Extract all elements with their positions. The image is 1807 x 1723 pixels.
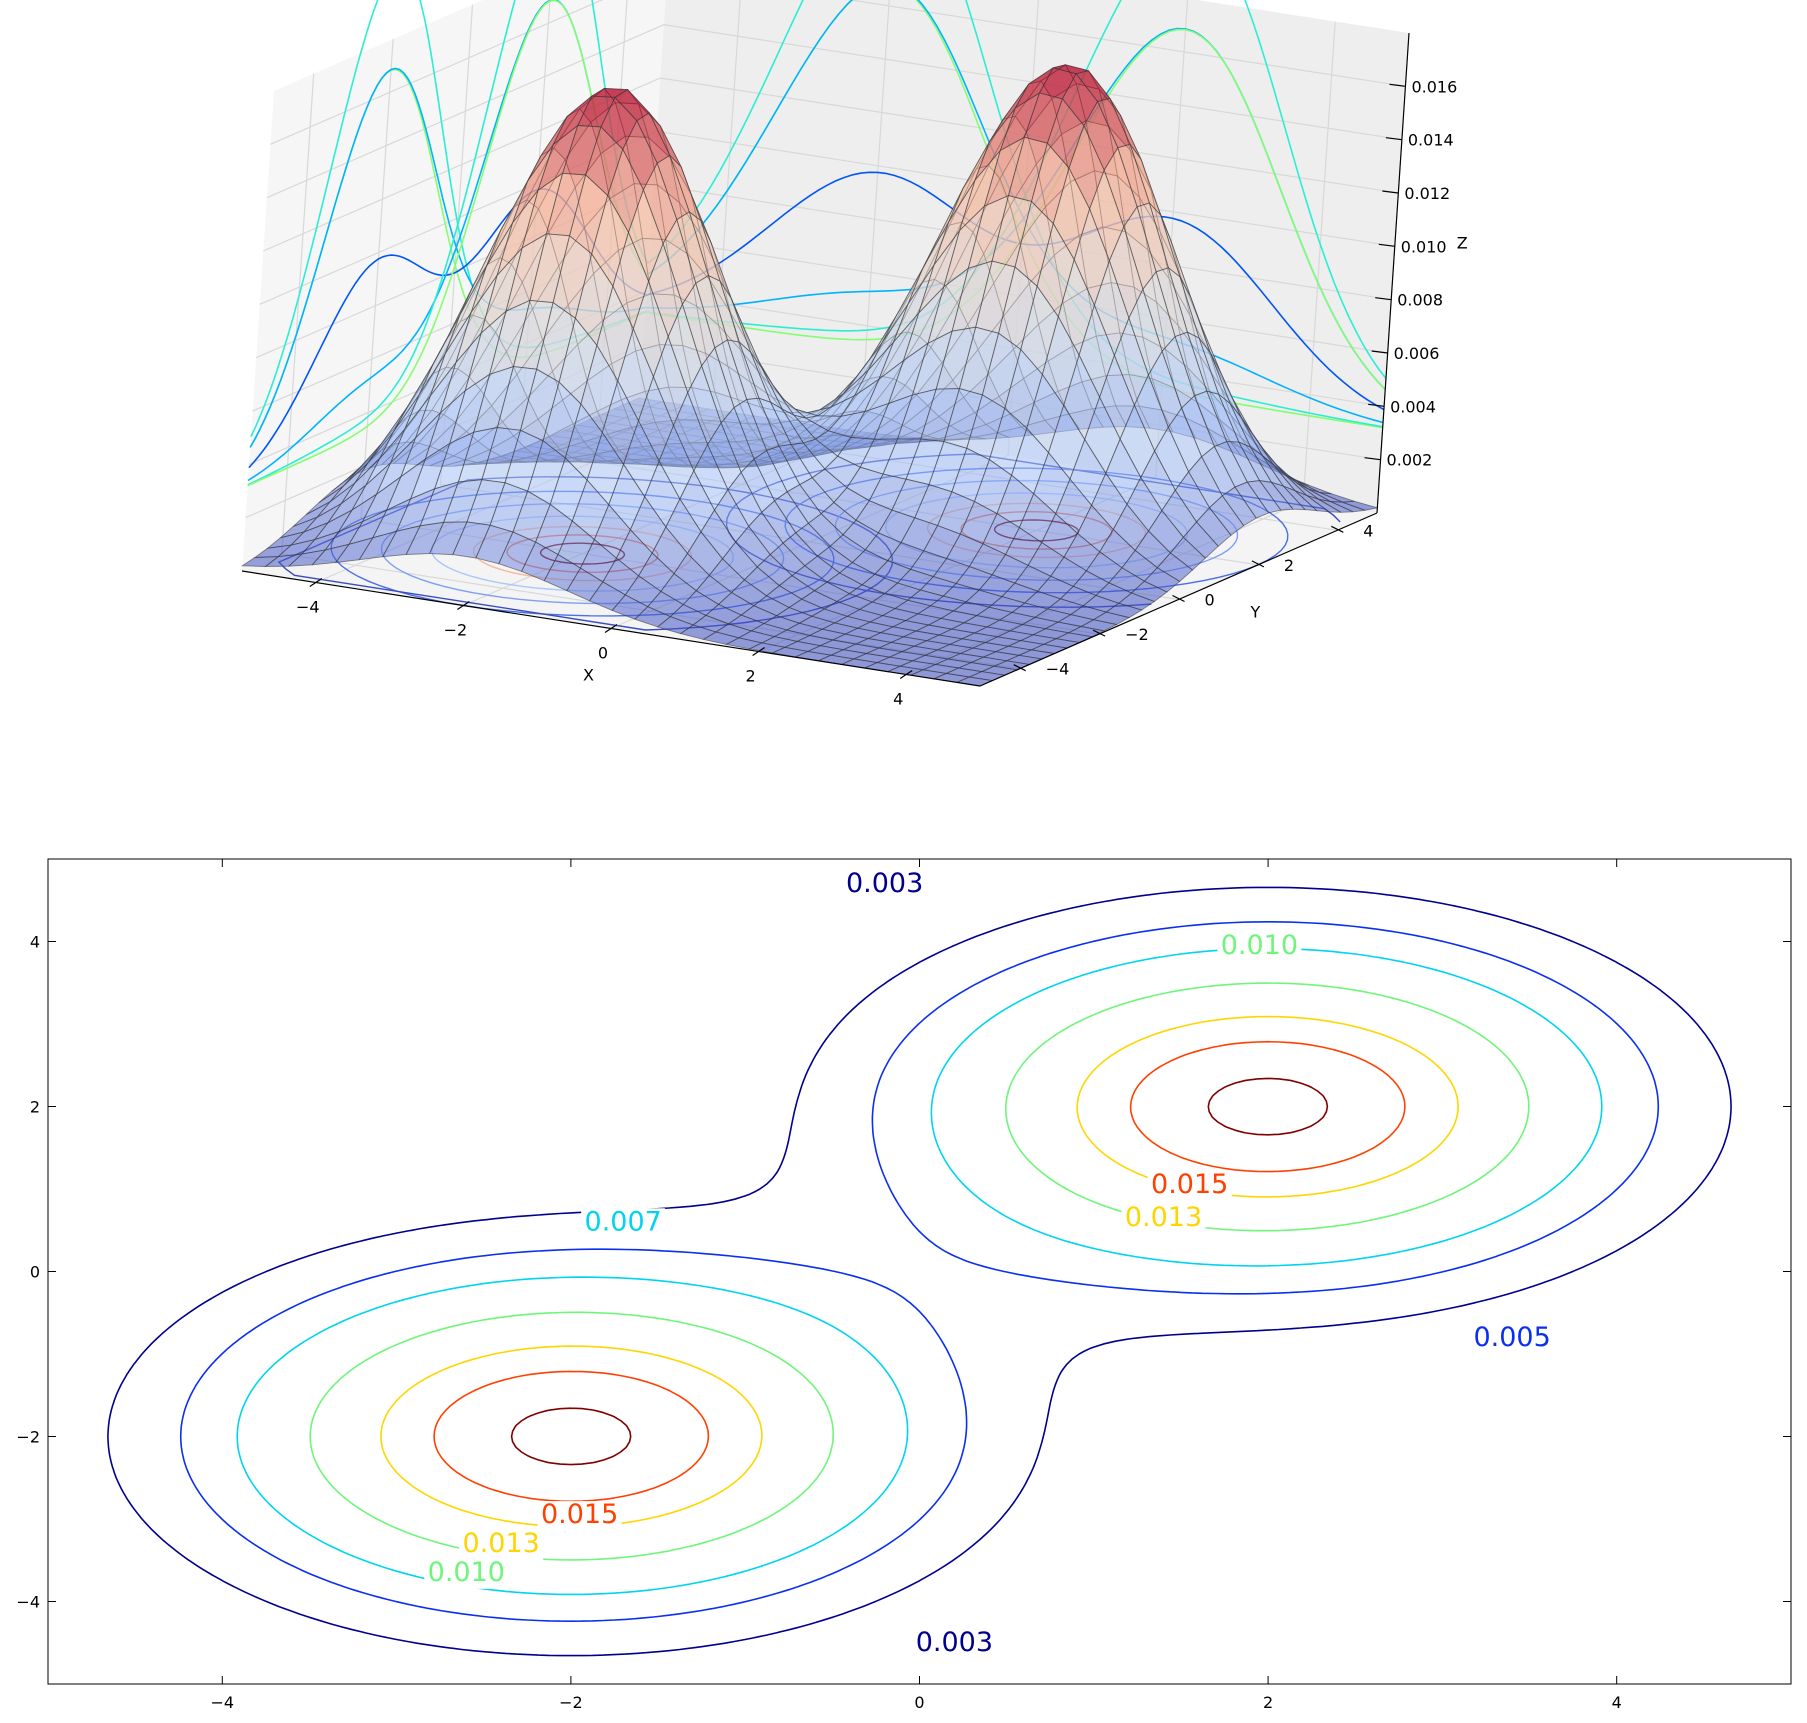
y-tick-mark [1251, 560, 1265, 568]
contour-label: 0.013 [463, 1528, 540, 1559]
contour-label: 0.005 [1473, 1322, 1550, 1353]
contour-label: 0.015 [541, 1499, 618, 1530]
grid-line-z [263, 77, 1399, 252]
x-tick-mark [899, 670, 913, 679]
surface-mesh [240, 64, 1378, 687]
x-tick-label: −4 [296, 598, 320, 617]
contour-level-0.01 [309, 982, 1530, 1561]
y-tick-label: 0 [1205, 591, 1215, 610]
axes-3d [241, 32, 1410, 687]
contour-level-0.003 [107, 886, 1732, 1657]
z-tick-label: 0.002 [1387, 451, 1433, 470]
tick-marks-2d: −4 −2 0 2 4 −4 −2 0 2 4 [16, 859, 1791, 1712]
contour-label-mask [1217, 931, 1302, 962]
contour-lines [107, 886, 1732, 1657]
z-tick-mark [1364, 457, 1381, 461]
z-axis-label: Z [1457, 233, 1468, 252]
z-tick-label: 0.016 [1411, 77, 1457, 96]
y-tick-label: −4 [16, 1593, 40, 1612]
z-tick-mark [1368, 403, 1385, 407]
contour-label-mask [1147, 1171, 1232, 1202]
x-tick-label: 4 [1612, 1693, 1622, 1712]
x-tick-label: 2 [1263, 1693, 1273, 1712]
z-tick-mark [1371, 350, 1388, 354]
contour-label: 0.003 [846, 868, 923, 899]
contour-label: 0.007 [585, 1206, 662, 1237]
z-tick-mark [1382, 190, 1399, 194]
y-tick-label: 4 [30, 933, 40, 952]
y-tick-mark [1172, 594, 1185, 603]
x-axis-label: X [583, 666, 594, 685]
contour-labels: 0.0030.0100.0070.0150.0130.0050.0150.013… [424, 868, 1555, 1659]
contour-label-mask [842, 870, 927, 900]
x-tick-mark [752, 647, 765, 656]
contour-label: 0.003 [916, 1627, 993, 1658]
contour-level-0.013 [380, 1015, 1459, 1528]
grid-line-z [266, 24, 1402, 199]
x-tick-mark [309, 578, 323, 587]
plot-frame [47, 858, 1792, 1685]
y-tick-label: 4 [1363, 521, 1373, 540]
y-axis-label: Y [1250, 603, 1261, 622]
z-tick-label: 0.014 [1408, 131, 1454, 150]
contour-label-mask [581, 1208, 666, 1239]
z-tick-label: 0.004 [1390, 397, 1436, 416]
contour-label-mask [537, 1501, 622, 1532]
z-tick-mark [1389, 83, 1406, 87]
contour-label: 0.010 [428, 1557, 505, 1588]
x-tick-label: −4 [211, 1693, 235, 1712]
y-tick-label: −2 [16, 1428, 40, 1447]
x-tick-mark [457, 601, 470, 610]
y-tick-label: −2 [1125, 625, 1149, 644]
z-tick-label: 0.012 [1404, 184, 1450, 203]
z-tick-mark [1378, 243, 1395, 247]
contour-label: 0.015 [1151, 1169, 1228, 1200]
x-tick-label: −2 [444, 621, 468, 640]
contour-level-0.015 [433, 1040, 1406, 1503]
z-axis-line [1376, 32, 1410, 514]
contour-label: 0.013 [1125, 1202, 1202, 1233]
contour-label-mask [1470, 1323, 1555, 1354]
y-tick-mark [1092, 629, 1106, 637]
y-axis-line [979, 512, 1378, 687]
z-tick-label: 0.006 [1394, 344, 1440, 363]
x-tick-label: 4 [893, 690, 903, 709]
x-tick-label: 2 [746, 667, 756, 686]
contour-label-mask [459, 1530, 544, 1560]
contour-level-0.007 [236, 947, 1603, 1596]
x-tick-label: 0 [914, 1693, 924, 1712]
y-tick-label: 2 [30, 1098, 40, 1117]
y-tick-label: 2 [1284, 556, 1294, 575]
contour-label-mask [912, 1629, 997, 1659]
contour-level-0.005 [179, 921, 1660, 1622]
surface-3d-chart: −4 −2 0 2 4 −4 −2 0 2 4 0.002 0.004 0.006 0.008 0.010 0… [240, 0, 1468, 709]
y-tick-label: 0 [30, 1263, 40, 1282]
z-tick-mark [1375, 297, 1392, 301]
z-tick-label: 0.008 [1397, 291, 1443, 310]
y-tick-mark [1013, 664, 1026, 672]
z-tick-mark [1385, 137, 1402, 141]
y-tick-label: −4 [1046, 660, 1070, 679]
x-tick-label: −2 [559, 1693, 583, 1712]
x-tick-label: 0 [598, 644, 608, 663]
x-wall-curve [247, 0, 649, 486]
contour-label-mask [424, 1558, 509, 1589]
x-tick-mark [604, 624, 618, 633]
contour-label: 0.010 [1221, 930, 1298, 961]
contour-level-0.017 [510, 1077, 1329, 1466]
tick-labels-3d: −4 −2 0 2 4 −4 −2 0 2 4 0.002 0.004 0.006 0.008 0.010 0… [296, 77, 1457, 708]
y-tick-mark [1331, 525, 1344, 533]
contour-label-mask [1121, 1204, 1206, 1235]
z-tick-label: 0.010 [1401, 237, 1447, 256]
grid-line-z [270, 0, 1406, 145]
